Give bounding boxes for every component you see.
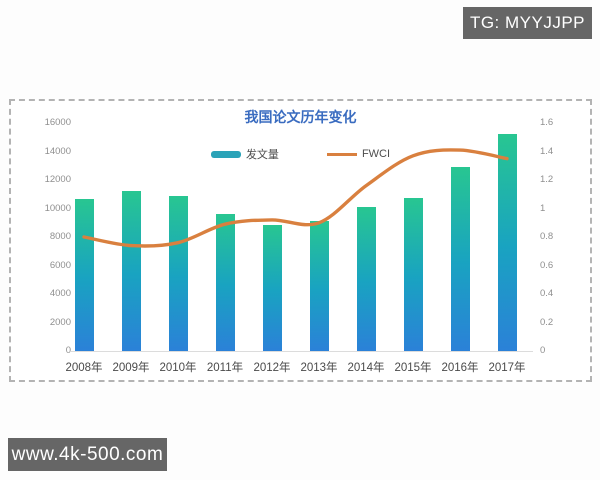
legend-label-publications: 发文量: [245, 149, 279, 161]
y-axis-tick-left: 12000: [44, 174, 71, 185]
y-axis-tick-left: 4000: [49, 288, 71, 299]
watermark-telegram-badge: TG: MYYJJPP: [463, 7, 592, 39]
line-series-swatch-icon: [326, 152, 357, 156]
x-axis-tick-label: 2012年: [253, 362, 291, 374]
y-axis-tick-left: 8000: [49, 231, 71, 242]
x-axis-tick-label: 2008年: [65, 362, 103, 374]
x-axis-tick-label: 2013年: [300, 362, 338, 374]
x-axis-tick-label: 2010年: [159, 362, 197, 374]
x-axis-tick-label: 2011年: [206, 362, 244, 374]
fwci-line-layer: [82, 148, 509, 248]
watermark-telegram-text: TG: MYYJJPP: [469, 13, 586, 32]
bar-publications: [356, 207, 376, 351]
y-axis-tick-left: 2000: [49, 316, 71, 328]
bar-publications: [121, 190, 141, 351]
watermark-site-badge: www.4k-500.com: [8, 438, 167, 471]
y-axis-tick-right: 1.2: [540, 174, 554, 185]
watermark-site-text: www.4k-500.com: [11, 443, 164, 465]
legend-label-fwci: FWCI: [361, 148, 391, 160]
fwci-line: [82, 148, 509, 248]
x-axis-tick-label: 2016年: [441, 362, 479, 374]
y-axis-tick-right: 1.4: [540, 145, 554, 157]
bar-publications: [215, 214, 235, 351]
bar-publications: [168, 196, 188, 351]
y-axis-tick-right: 0.4: [540, 288, 554, 299]
y-axis-tick-right: 0.6: [540, 259, 554, 271]
y-axis-tick-right: 1: [540, 202, 546, 214]
y-axis-tick-right: 0.2: [540, 316, 554, 328]
y-axis-tick-left: 6000: [49, 259, 71, 271]
plot-area: 0 2000 4000 6000 8000 10000 12000 14000 16000 0 0.…: [11, 101, 590, 380]
x-axis-tick-label: 2017年: [488, 362, 526, 374]
y-axis-tick-left: 0: [65, 345, 71, 356]
bar-publications: [309, 220, 329, 351]
x-axis-line: [71, 351, 533, 352]
chart-title: 我国论文历年变化: [244, 109, 357, 125]
y-axis-tick-left: 10000: [44, 202, 71, 214]
x-axis-tick-label: 2015年: [394, 362, 432, 374]
y-axis-tick-right: 0.8: [540, 231, 554, 242]
bar-series-swatch-icon: [210, 150, 241, 158]
y-axis-tick-right: 1.6: [540, 117, 554, 128]
x-axis-tick-label: 2014年: [347, 362, 385, 374]
y-axis-tick-left: 14000: [44, 145, 71, 157]
bar-publications: [262, 224, 282, 351]
chart-panel: 我国论文历年变化 发文量 FWCI 0 2000 4000 6000 8000 10000…: [9, 99, 592, 382]
y-axis-tick-right: 0: [540, 345, 546, 356]
bar-publications: [450, 167, 470, 351]
bar-publications: [403, 197, 423, 351]
y-axis-tick-left: 16000: [44, 117, 71, 128]
chart-legend: 发文量 FWCI: [11, 146, 590, 162]
legend-item-publications: 发文量: [210, 146, 279, 162]
bar-publications: [497, 134, 517, 351]
legend-item-fwci: FWCI: [326, 148, 391, 160]
x-axis-tick-label: 2009年: [112, 362, 150, 374]
